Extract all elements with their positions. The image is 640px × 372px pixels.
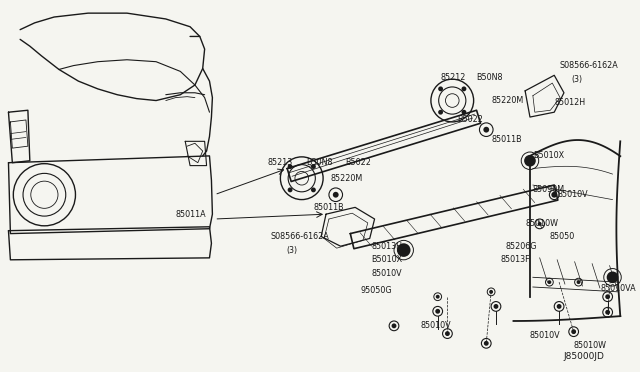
Text: 85010W: 85010W [573, 341, 607, 350]
Circle shape [461, 86, 467, 91]
Text: 85010V: 85010V [372, 269, 403, 278]
Circle shape [311, 187, 316, 192]
Circle shape [577, 280, 580, 284]
Circle shape [436, 295, 440, 299]
Circle shape [287, 187, 292, 192]
Circle shape [392, 323, 396, 328]
Circle shape [551, 192, 557, 198]
Text: 95050G: 95050G [360, 286, 392, 295]
Text: 85010V: 85010V [530, 331, 561, 340]
Text: J85000JD: J85000JD [564, 352, 605, 362]
Text: 85206G: 85206G [506, 242, 537, 251]
Text: 85050: 85050 [549, 232, 575, 241]
Text: (3): (3) [572, 75, 583, 84]
Text: 85010W: 85010W [525, 219, 558, 228]
Circle shape [547, 280, 551, 284]
Circle shape [397, 243, 410, 257]
Circle shape [311, 164, 316, 169]
Text: 85011B: 85011B [314, 203, 344, 212]
Text: 85011B: 85011B [491, 135, 522, 144]
Text: 85220M: 85220M [491, 96, 524, 105]
Circle shape [605, 294, 610, 299]
Text: B50N8: B50N8 [307, 158, 333, 167]
Text: B5010X: B5010X [372, 255, 403, 264]
Circle shape [493, 304, 499, 309]
Circle shape [445, 331, 450, 336]
Circle shape [438, 110, 443, 115]
Text: B5022: B5022 [346, 158, 371, 167]
Text: (3): (3) [286, 246, 298, 254]
Circle shape [461, 110, 467, 115]
Circle shape [333, 192, 339, 198]
Circle shape [524, 155, 536, 167]
Circle shape [572, 329, 576, 334]
Text: S08566-6162A: S08566-6162A [271, 232, 330, 241]
Text: 85010V: 85010V [557, 190, 588, 199]
Text: B5010X: B5010X [533, 151, 564, 160]
Circle shape [287, 164, 292, 169]
Text: 85013F: 85013F [501, 255, 531, 264]
Circle shape [484, 341, 489, 346]
Circle shape [438, 86, 443, 91]
Text: B5022: B5022 [457, 115, 483, 125]
Circle shape [557, 304, 561, 309]
Circle shape [489, 290, 493, 294]
Text: B50N8: B50N8 [477, 73, 503, 82]
Text: 85220M: 85220M [331, 174, 363, 183]
Text: 85013H: 85013H [372, 242, 403, 251]
Circle shape [483, 127, 489, 132]
Text: 85011A: 85011A [176, 210, 207, 219]
Circle shape [435, 309, 440, 314]
Circle shape [607, 272, 618, 283]
Text: 85090M: 85090M [533, 185, 565, 195]
Text: 85010V: 85010V [420, 321, 451, 330]
Text: 85212: 85212 [440, 73, 466, 82]
Text: 85213: 85213 [268, 158, 293, 167]
Circle shape [605, 310, 610, 315]
Text: S08566-6162A: S08566-6162A [559, 61, 618, 70]
Text: 85012H: 85012H [554, 98, 586, 107]
Circle shape [538, 222, 541, 226]
Text: 85010VA: 85010VA [601, 285, 637, 294]
